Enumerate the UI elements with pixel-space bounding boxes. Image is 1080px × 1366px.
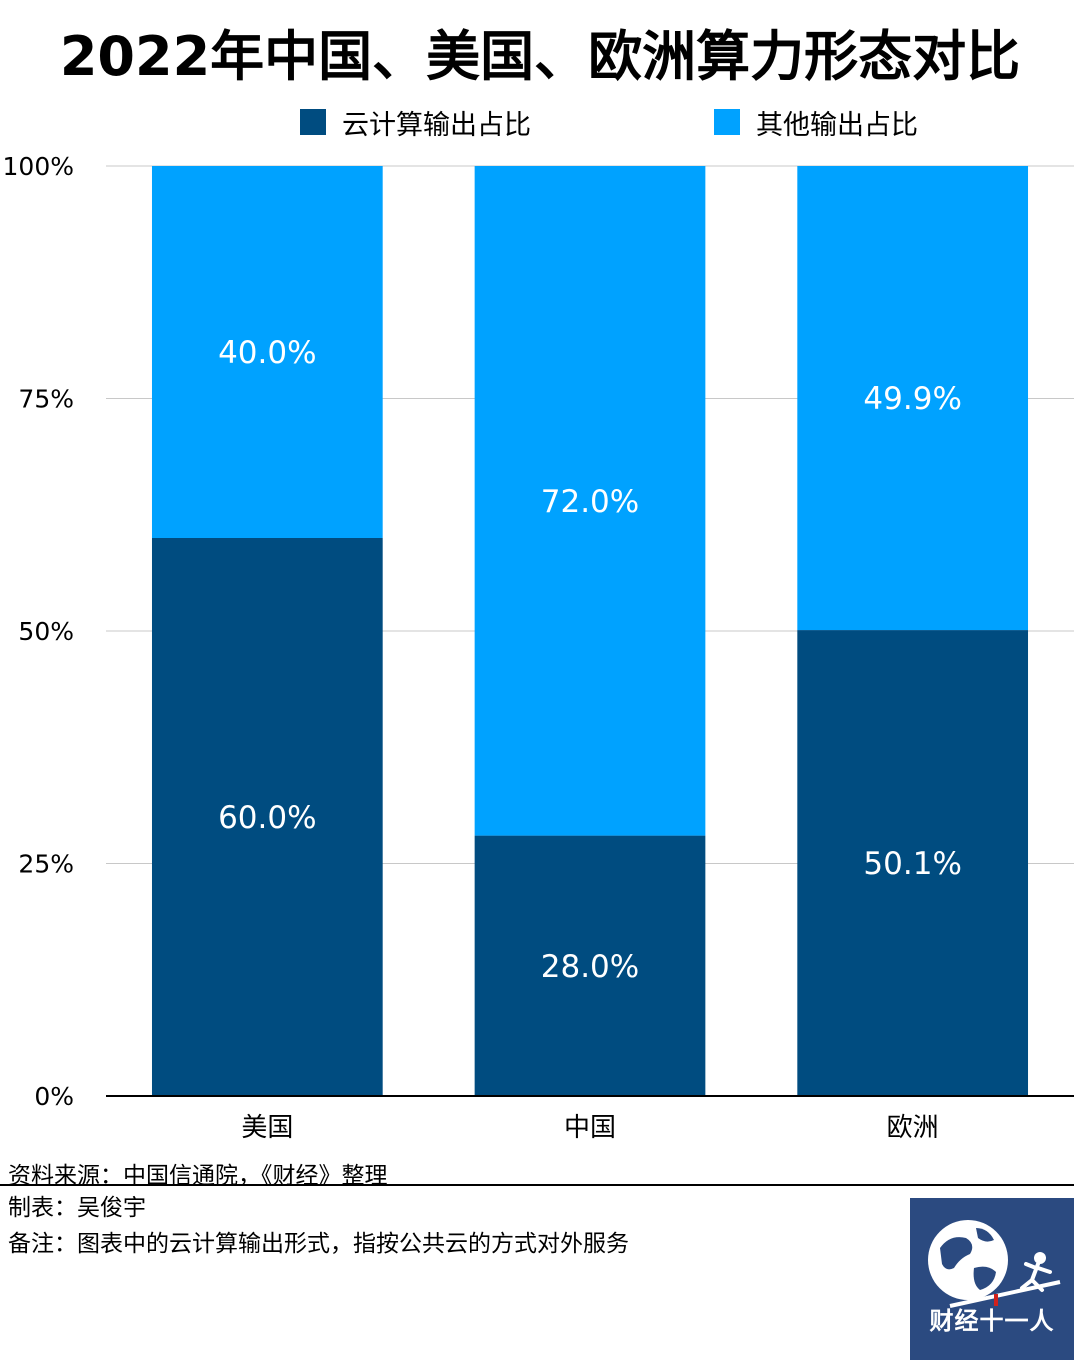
bar-segment	[474, 166, 706, 836]
bar-segment	[797, 166, 1029, 631]
bar-segment	[151, 166, 383, 538]
footer-note: 备注：图表中的云计算输出形式，指按公共云的方式对外服务	[8, 1231, 629, 1257]
logo-text: 财经十一人	[929, 1307, 1055, 1335]
legend-label-other: 其他输出占比	[756, 109, 918, 141]
logo-badge: 财经十一人	[910, 1198, 1074, 1360]
y-tick-label: 100%	[3, 152, 74, 181]
legend-swatch-other	[714, 109, 740, 135]
data-label: 50.1%	[863, 846, 961, 882]
data-label: 28.0%	[541, 949, 639, 985]
y-tick-label: 75%	[18, 385, 74, 414]
data-label: 60.0%	[218, 800, 316, 836]
data-label: 72.0%	[541, 484, 639, 520]
data-label: 40.0%	[218, 335, 316, 371]
x-tick-label: 中国	[564, 1113, 616, 1143]
globe-runner-icon	[928, 1220, 1061, 1308]
legend-item-cloud: 云计算输出占比	[300, 104, 531, 141]
bar-segment	[797, 630, 1029, 1096]
footer-author: 制表：吴俊宇	[8, 1195, 146, 1221]
legend-label-cloud: 云计算输出占比	[342, 109, 531, 141]
bar-segment	[151, 538, 383, 1096]
chart-title: 2022年中国、美国、欧洲算力形态对比	[59, 25, 1021, 88]
legend-swatch-cloud	[300, 109, 326, 135]
y-tick-label: 25%	[18, 850, 74, 879]
x-tick-label: 美国	[241, 1113, 293, 1143]
bar-segment	[474, 835, 706, 1096]
x-tick-label: 欧洲	[887, 1113, 939, 1143]
legend-item-other: 其他输出占比	[714, 104, 918, 141]
y-tick-label: 0%	[34, 1082, 74, 1111]
footer-divider	[0, 1184, 1074, 1186]
y-tick-label: 50%	[18, 617, 74, 646]
stacked-bar-chart: 0% 25% 50% 75% 100% 60.0% 40.0% 美国 28.0% 72.0% 中国 5…	[3, 152, 1074, 1143]
data-label: 49.9%	[863, 381, 961, 417]
